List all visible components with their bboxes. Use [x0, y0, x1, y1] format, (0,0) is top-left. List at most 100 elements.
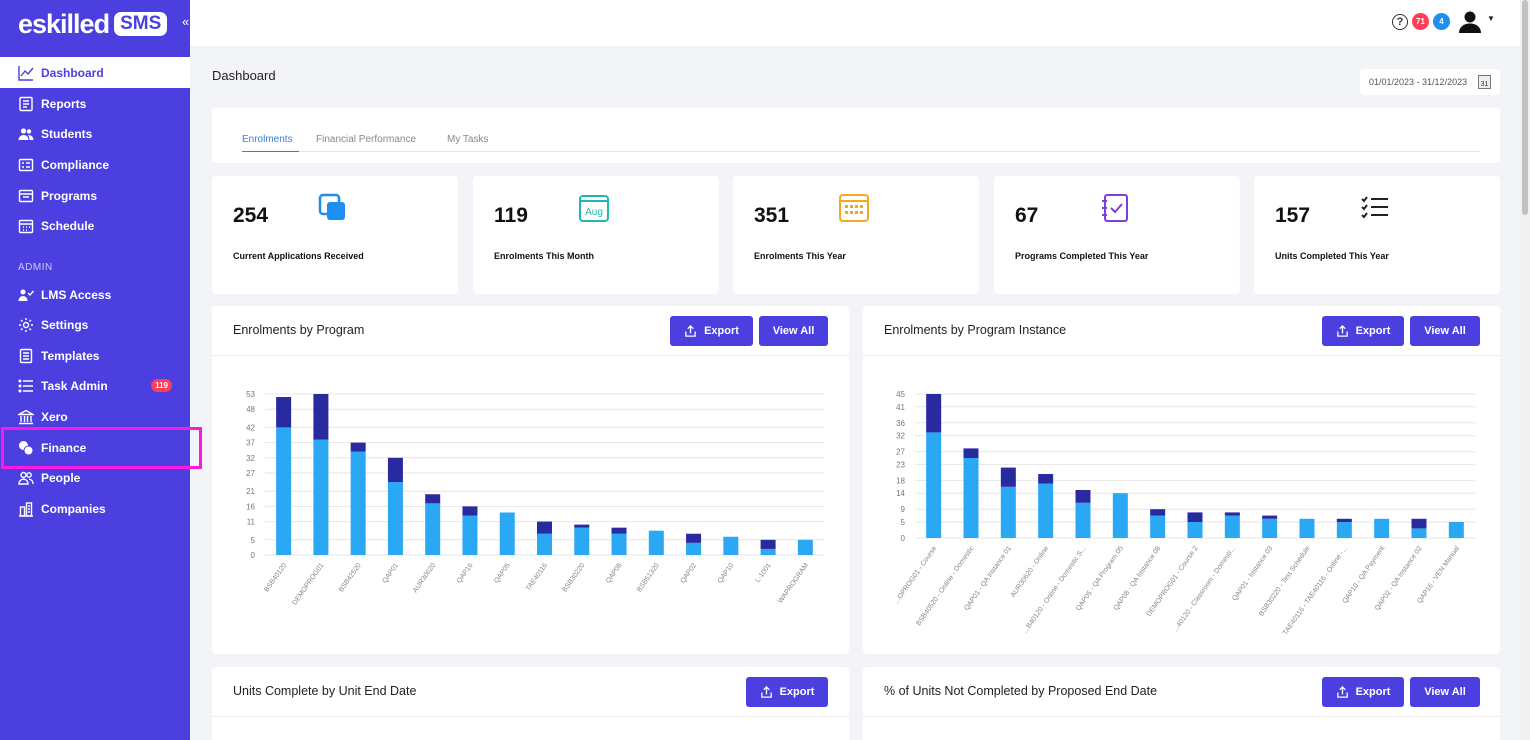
scrollbar-thumb[interactable]	[1522, 0, 1528, 215]
sidebar-item-finance[interactable]: Finance	[0, 432, 190, 463]
view-all-label: View All	[772, 325, 815, 337]
view-all-label: View All	[1424, 325, 1466, 337]
export-button[interactable]: Export	[670, 316, 753, 346]
bar-segment	[425, 503, 441, 555]
page-scrollbar[interactable]	[1520, 0, 1530, 740]
sidebar-item-label: Task Admin	[41, 378, 108, 393]
bar-segment	[648, 530, 664, 555]
export-button[interactable]: Export	[746, 677, 828, 707]
sidebar-item-xero[interactable]: Xero	[0, 401, 190, 432]
bar-segment	[760, 539, 776, 549]
x-tick-label: QAP10 - QA Payment	[1342, 545, 1387, 605]
stat-card-units-completed: 157 Units Completed This Year	[1254, 176, 1500, 294]
user-avatar-icon[interactable]	[1458, 10, 1482, 34]
sidebar-item-people[interactable]: People	[0, 462, 190, 493]
tab-enrolments[interactable]: Enrolments	[242, 134, 293, 145]
y-tick-label: 42	[246, 423, 255, 432]
tab-financial-performance[interactable]: Financial Performance	[316, 134, 417, 145]
calendar-icon[interactable]: 31	[1478, 75, 1491, 89]
bar-segment	[350, 442, 366, 452]
export-label: Export	[1355, 325, 1391, 337]
bar-segment	[1374, 518, 1390, 538]
export-button[interactable]: Export	[1322, 677, 1404, 707]
sidebar-item-label: Students	[41, 126, 93, 141]
sidebar-item-programs[interactable]: Programs	[0, 180, 190, 211]
export-icon	[1336, 685, 1348, 698]
sidebar-item-students[interactable]: Students	[0, 118, 190, 149]
programs-icon	[17, 187, 35, 205]
sidebar-item-task-admin[interactable]: Task Admin 119	[0, 370, 190, 401]
sidebar-item-reports[interactable]: Reports	[0, 88, 190, 119]
sidebar-item-label: Reports	[41, 96, 87, 111]
y-tick-label: 23	[896, 460, 905, 469]
y-tick-label: 36	[896, 419, 905, 428]
sidebar-item-compliance[interactable]: Compliance	[0, 149, 190, 180]
bar-segment	[686, 533, 702, 543]
notification-badge-blue[interactable]: 4	[1433, 13, 1450, 30]
x-tick-label: BSB40120	[263, 562, 288, 594]
x-tick-label: L-1001	[755, 562, 773, 584]
bar-segment	[1411, 518, 1427, 529]
sidebar-item-dashboard[interactable]: Dashboard	[0, 57, 190, 88]
sidebar-item-schedule[interactable]: Schedule	[0, 210, 190, 241]
bar-segment	[499, 512, 515, 555]
x-tick-label: BSB42520	[338, 562, 363, 594]
templates-icon	[17, 347, 35, 365]
view-all-label: View All	[1424, 686, 1466, 698]
sidebar-item-templates[interactable]: Templates	[0, 340, 190, 371]
stat-card-programs-completed: 67 Programs Completed This Year	[994, 176, 1240, 294]
panel-divider	[212, 716, 849, 717]
compliance-icon	[17, 156, 35, 174]
x-tick-label: QAP16	[456, 562, 475, 585]
notification-badge-red[interactable]: 71	[1412, 13, 1429, 30]
bar-segment	[462, 515, 478, 555]
y-tick-label: 37	[246, 439, 255, 448]
bar-segment	[537, 521, 552, 534]
y-tick-label: 53	[246, 390, 255, 399]
x-tick-label: BSB30220	[561, 562, 586, 594]
y-tick-label: 0	[901, 534, 906, 543]
people-icon	[17, 469, 35, 487]
logo[interactable]: eskilled SMS	[18, 8, 168, 40]
stat-card-enrolments-year: 351 Enrolments This Year	[733, 176, 979, 294]
x-tick-label: TAE40116	[525, 562, 549, 592]
sidebar-item-label: Dashboard	[41, 65, 104, 80]
bar-segment	[350, 451, 366, 555]
top-header	[190, 0, 1520, 46]
stat-value: 351	[754, 204, 790, 227]
gear-icon	[17, 316, 35, 334]
tab-my-tasks[interactable]: My Tasks	[447, 134, 489, 145]
view-all-button[interactable]: View All	[759, 316, 828, 346]
sidebar-item-companies[interactable]: Companies	[0, 493, 190, 524]
bar-segment	[611, 527, 627, 534]
stat-label: Programs Completed This Year	[1015, 251, 1149, 261]
y-tick-label: 45	[896, 390, 905, 399]
x-tick-label: QAP01	[381, 562, 400, 585]
logo-text: eskilled	[18, 8, 110, 39]
bar-segment	[1075, 490, 1091, 503]
sidebar-item-settings[interactable]: Settings	[0, 309, 190, 340]
panel-divider	[863, 355, 1500, 356]
help-icon[interactable]: ?	[1392, 14, 1408, 30]
sidebar-item-lms-access[interactable]: LMS Access	[0, 279, 190, 310]
stat-label: Enrolments This Year	[754, 251, 846, 261]
x-tick-label: QAP16 - VEN Manual	[1416, 545, 1461, 605]
enrolments-by-instance-panel: Enrolments by Program Instance Export Vi…	[863, 306, 1500, 654]
calendar-grid-icon	[839, 194, 869, 222]
bar-segment	[1262, 515, 1278, 519]
y-tick-label: 27	[246, 469, 255, 478]
sidebar-item-label: Schedule	[41, 218, 95, 233]
bar-segment	[963, 458, 979, 538]
users-icon	[17, 125, 35, 143]
view-all-button[interactable]: View All	[1410, 677, 1480, 707]
chevron-down-icon[interactable]: ▼	[1487, 14, 1495, 23]
date-range-picker[interactable]: 01/01/2023 - 31/12/2023 31	[1360, 69, 1500, 95]
bar-segment	[1000, 486, 1016, 538]
view-all-button[interactable]: View All	[1410, 316, 1480, 346]
collapse-sidebar-button[interactable]: «	[182, 14, 190, 29]
dashboard-tabs: Enrolments Financial Performance My Task…	[212, 108, 1500, 163]
bar-segment	[1448, 522, 1464, 538]
export-button[interactable]: Export	[1322, 316, 1404, 346]
bar-segment	[1150, 509, 1166, 516]
sidebar-item-label: Xero	[41, 409, 68, 424]
